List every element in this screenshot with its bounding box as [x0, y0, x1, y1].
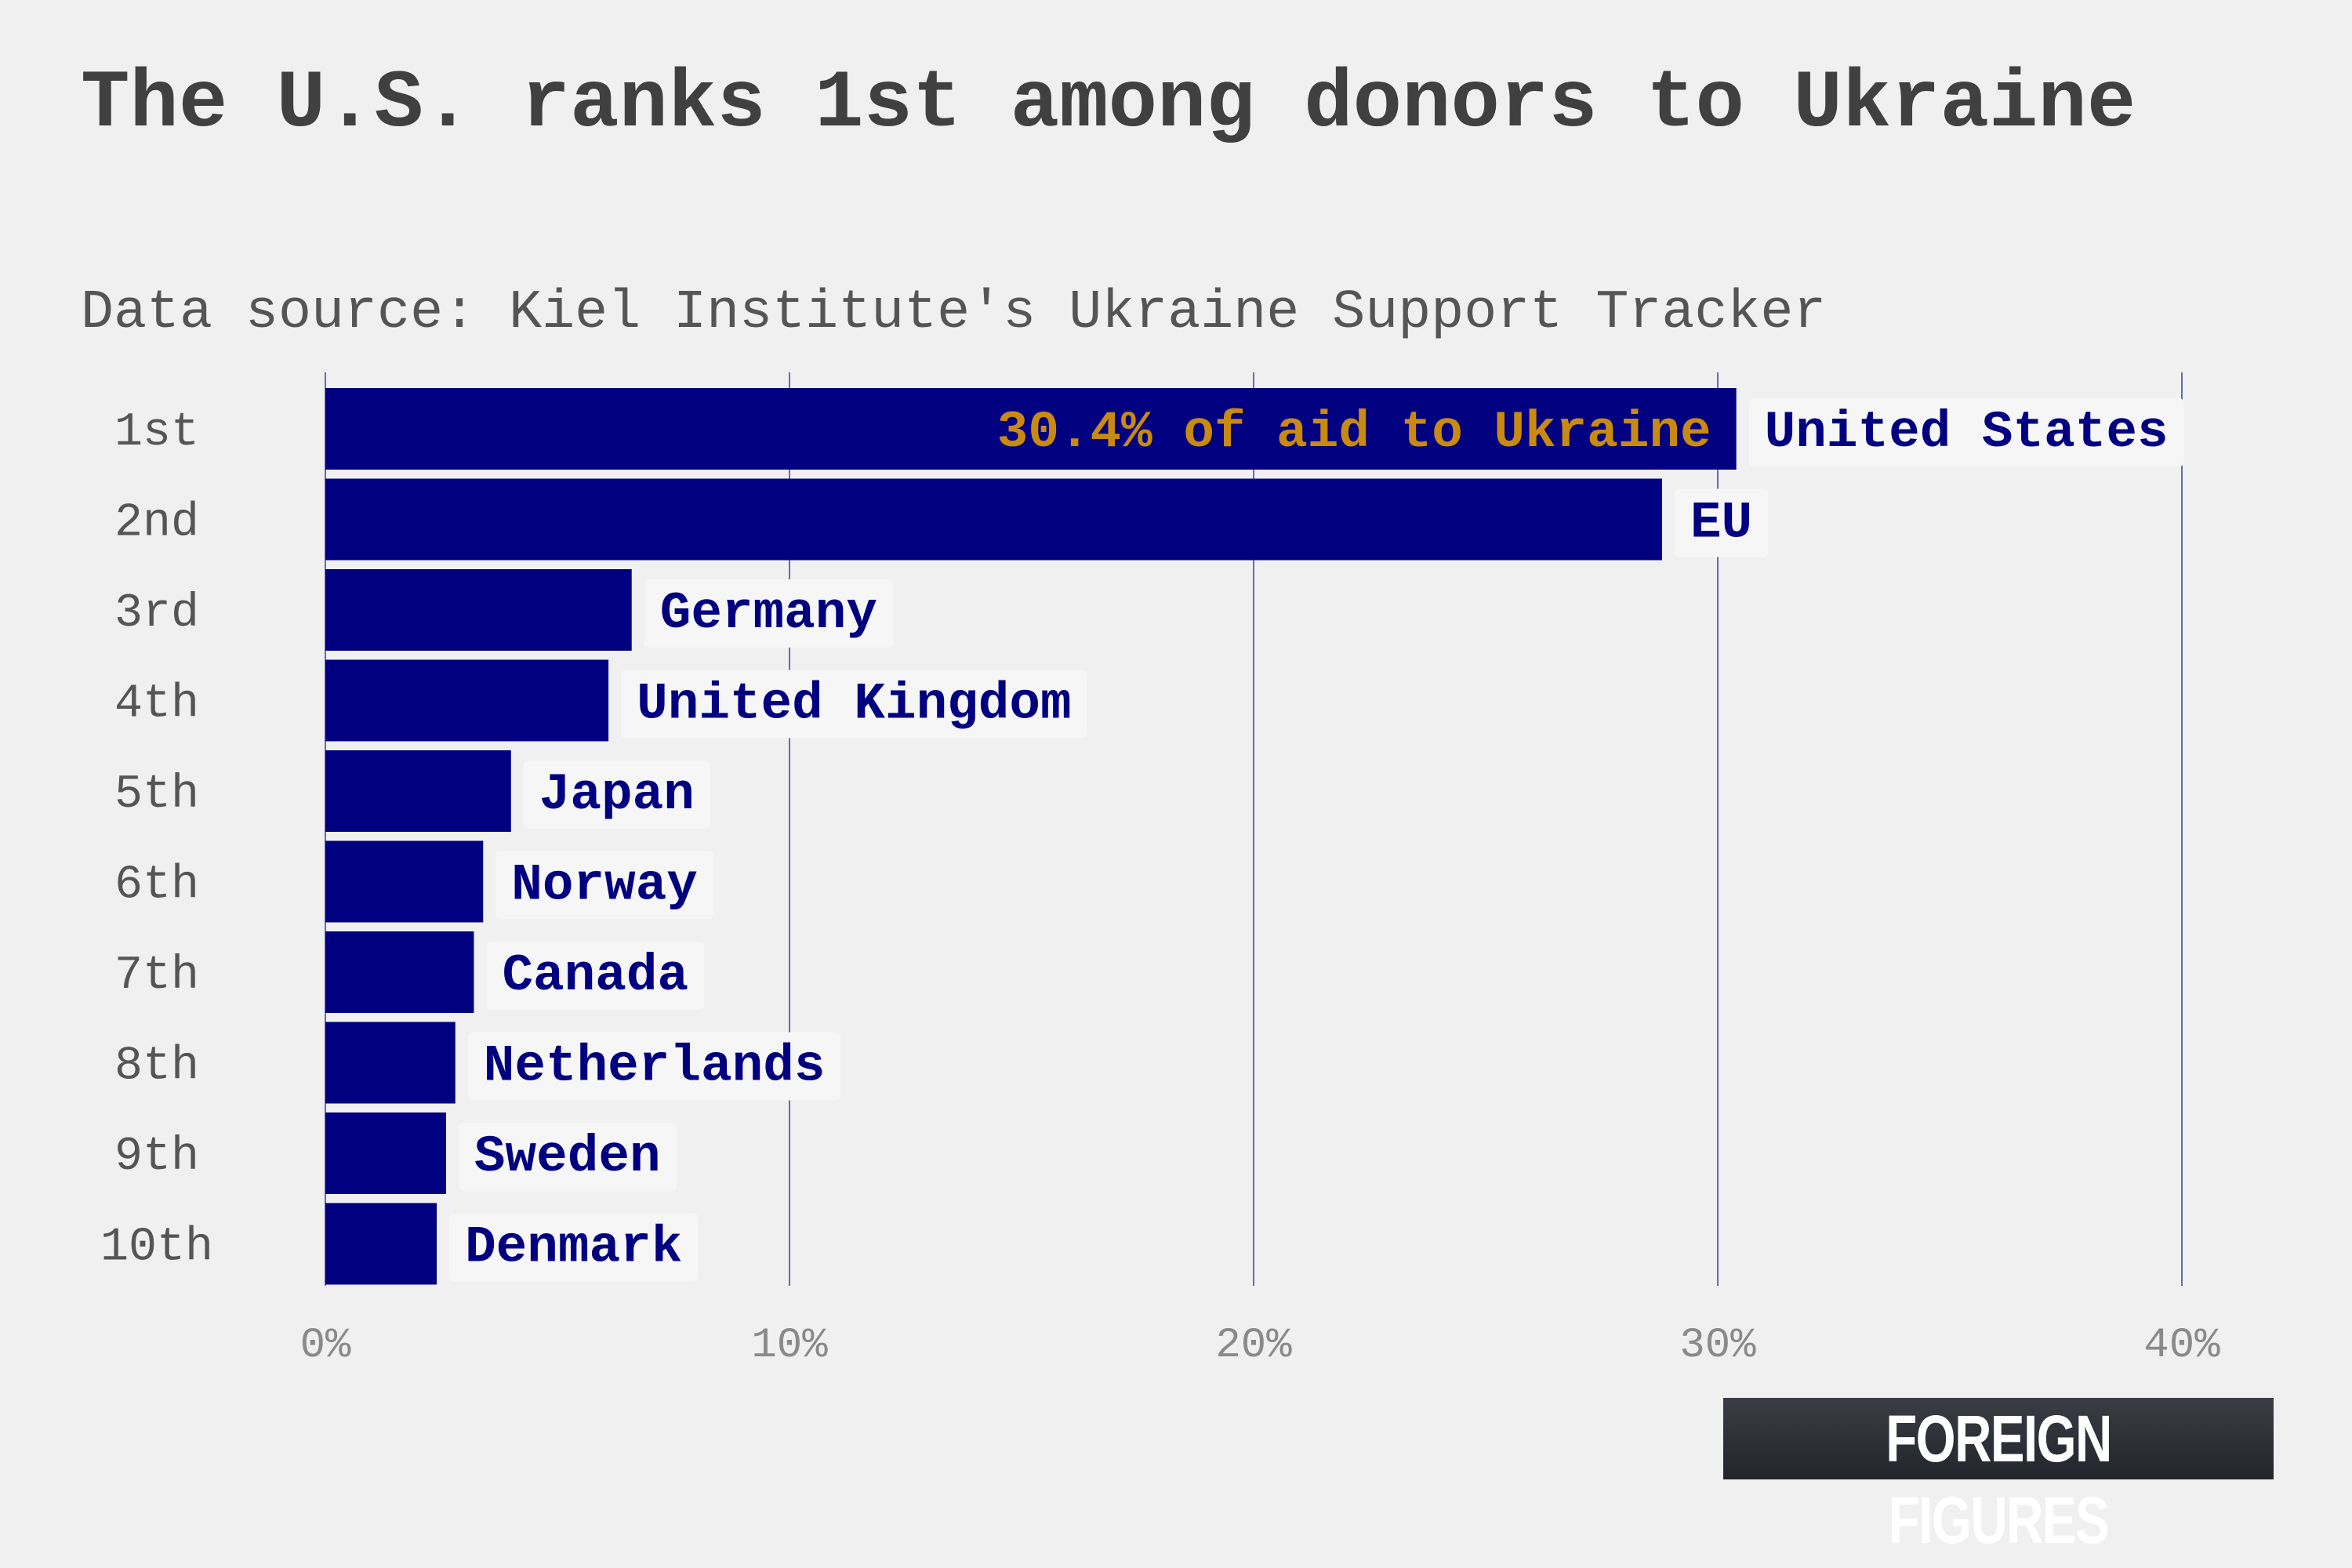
- category-label: Canada: [502, 946, 688, 1005]
- rank-labels: 1st 2nd 3rd 4th 5th 6th 7th 8th 9th 10th: [100, 406, 213, 1275]
- bar: [325, 1112, 446, 1194]
- rank-label: 5th: [114, 768, 199, 822]
- bar: [325, 1203, 437, 1285]
- rank-label: 8th: [114, 1040, 199, 1094]
- x-tick-label: 0%: [300, 1322, 351, 1370]
- category-label-background: [495, 851, 713, 920]
- category-label: United States: [1765, 403, 2169, 462]
- bar-labels: United States 30.4% of aid to Ukraine EU Ge…: [449, 398, 2184, 1282]
- category-label-background: [523, 760, 710, 829]
- category-label: Japan: [539, 765, 695, 824]
- category-label-background: [467, 1032, 841, 1101]
- rank-label: 10th: [100, 1221, 213, 1275]
- category-label-background: [1748, 398, 2184, 466]
- rank-label: 6th: [114, 859, 199, 913]
- rank-label: 2nd: [114, 497, 199, 550]
- category-label: Norway: [511, 856, 698, 915]
- category-label: Germany: [660, 584, 877, 643]
- bar: [325, 478, 1662, 561]
- bar: [325, 840, 484, 923]
- x-tick-label: 10%: [751, 1322, 828, 1370]
- bar: [325, 659, 609, 742]
- bar-annotation: 30.4% of aid to Ukraine: [997, 403, 1711, 462]
- x-tick-label: 40%: [2143, 1322, 2220, 1370]
- category-label: United Kingdom: [637, 675, 1072, 734]
- bar: [325, 750, 511, 832]
- bar: [325, 1022, 456, 1104]
- category-label-background: [458, 1123, 677, 1191]
- category-label: Netherlands: [484, 1037, 826, 1096]
- category-label-background: [486, 942, 705, 1010]
- bar: [325, 388, 1737, 470]
- x-tick-labels: 0% 10% 20% 30% 40%: [300, 1322, 2221, 1370]
- category-label-background: [644, 579, 893, 648]
- category-label: Sweden: [474, 1127, 661, 1186]
- x-tick-label: 30%: [1679, 1322, 1756, 1370]
- bars: [325, 388, 1737, 1285]
- foreign-figures-logo: FOREIGN FIGURES: [1723, 1398, 2274, 1557]
- rank-label: 7th: [114, 949, 199, 1003]
- x-tick-label: 20%: [1215, 1322, 1292, 1370]
- category-label-background: [1674, 488, 1769, 557]
- category-label: Denmark: [465, 1218, 682, 1277]
- chart-title: The U.S. ranks 1st among donors to Ukrai…: [81, 58, 2136, 151]
- rank-label: 3rd: [114, 587, 199, 641]
- category-label: EU: [1690, 494, 1752, 553]
- category-label-background: [449, 1213, 699, 1282]
- category-label-background: [621, 670, 1087, 739]
- logo-text: FOREIGN FIGURES: [1886, 1402, 2112, 1557]
- rank-label: 4th: [114, 678, 199, 731]
- chart-subtitle: Data source: Kiel Institute's Ukraine Su…: [81, 282, 1827, 344]
- rank-label: 9th: [114, 1131, 199, 1184]
- bar: [325, 931, 474, 1013]
- rank-label: 1st: [114, 406, 199, 459]
- bar: [325, 569, 632, 651]
